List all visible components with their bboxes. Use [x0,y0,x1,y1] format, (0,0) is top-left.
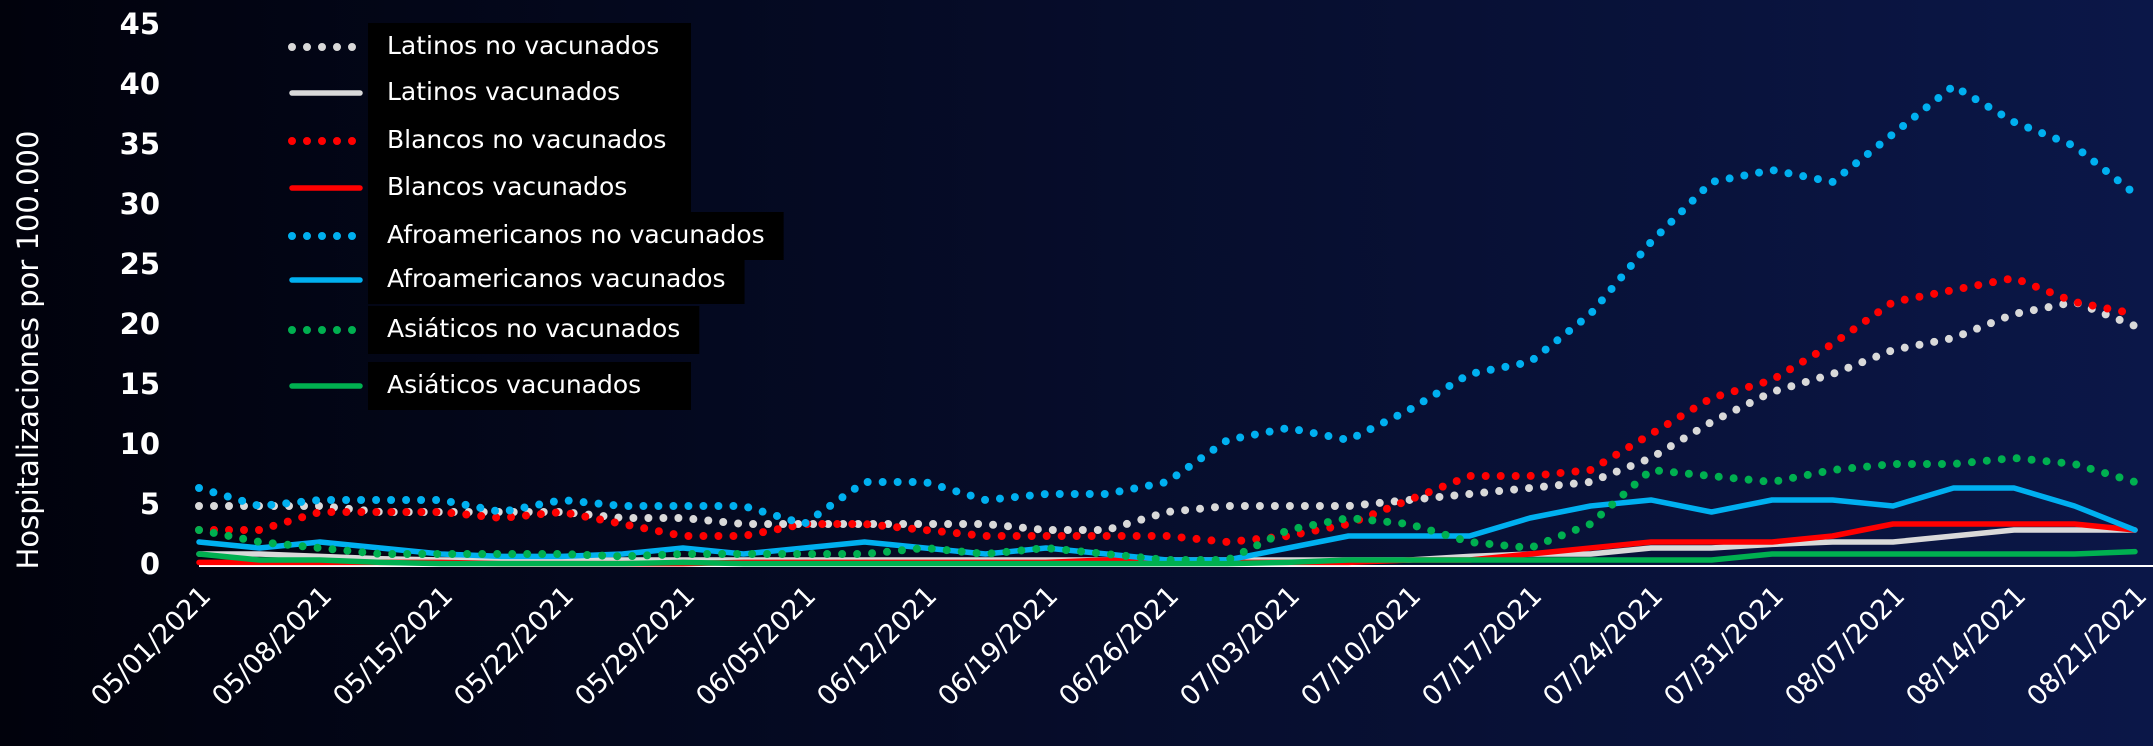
legend-box [368,362,691,410]
y-tick-label: 40 [120,67,160,101]
legend-item: Afroamericanos no vacunados [288,212,784,260]
legend-label: Blancos no vacunados [387,125,666,154]
legend-box [368,164,691,212]
y-tick-label: 35 [120,127,160,161]
legend-box [368,23,691,71]
legend-label: Afroamericanos vacunados [387,264,726,293]
legend-item: Blancos vacunados [289,164,691,212]
legend-label: Afroamericanos no vacunados [387,220,765,249]
legend-label: Asiáticos vacunados [387,370,641,399]
legend-item: Afroamericanos vacunados [289,256,745,304]
legend-label: Latinos vacunados [387,77,620,106]
series-line [195,82,2139,528]
legend-box [368,69,691,117]
y-tick-label: 45 [120,7,160,41]
legend-box [368,306,700,354]
y-tick-label: 30 [120,187,160,221]
legend-box [368,256,745,304]
legend-item: Asiáticos vacunados [289,362,691,410]
series-line [195,274,2139,546]
y-tick-label: 5 [140,487,160,521]
y-tick-label: 20 [120,307,160,341]
y-tick-label: 15 [120,367,160,401]
y-tick-label: 10 [120,427,160,461]
legend-label: Asiáticos no vacunados [387,314,680,343]
series-line [195,298,2139,534]
legend-item: Latinos vacunados [289,69,691,117]
legend-label: Blancos vacunados [387,172,627,201]
y-tick-label: 25 [120,247,160,281]
legend-item: Asiáticos no vacunados [288,306,700,354]
series-line [195,454,2139,564]
series-line [196,548,2138,567]
y-axis-label: Hospitalizaciones por 100.000 [11,131,45,570]
legend-box [368,117,691,165]
legend-item: Latinos no vacunados [288,23,691,71]
y-tick-label: 0 [140,547,160,581]
legend-item: Blancos no vacunados [288,117,691,165]
legend-box [368,212,784,260]
legend-label: Latinos no vacunados [387,31,659,60]
